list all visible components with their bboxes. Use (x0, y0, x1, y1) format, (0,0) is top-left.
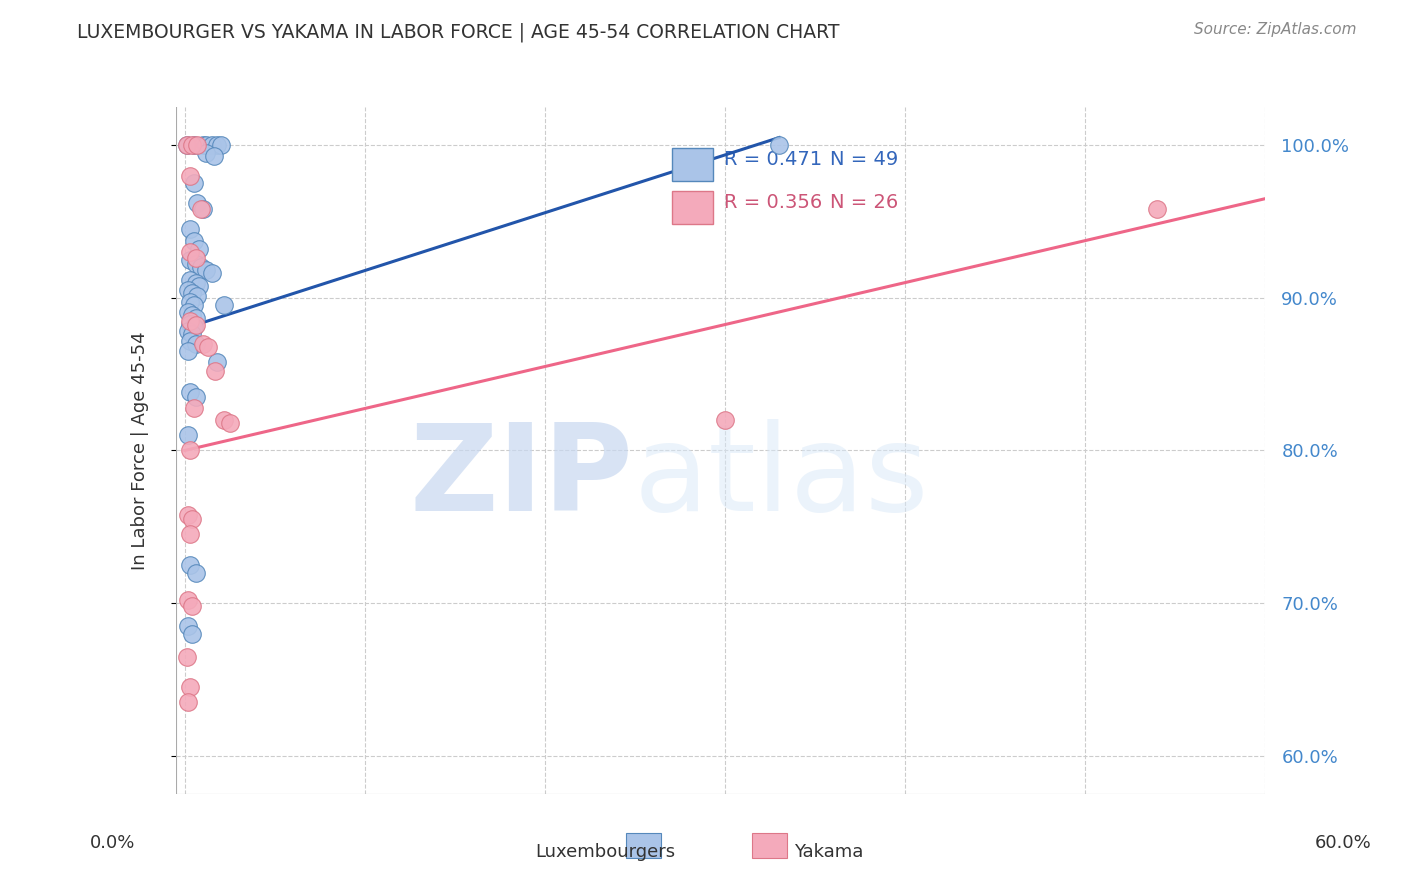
Point (181, 286, 204, 301)
Point (186, 138, 208, 153)
Point (186, 289, 208, 303)
Point (195, 145, 218, 160)
Point (179, 334, 201, 348)
Point (184, 251, 207, 265)
Point (714, 413, 737, 427)
Point (205, 355, 228, 369)
Point (184, 336, 207, 351)
Text: 60.0%: 60.0% (1315, 834, 1371, 852)
Text: Source: ZipAtlas.com: Source: ZipAtlas.com (1194, 22, 1357, 37)
Point (184, 257, 207, 271)
Point (201, 138, 224, 153)
Point (191, 336, 214, 351)
Point (179, 272, 201, 286)
Point (177, 283, 200, 297)
Point (195, 263, 218, 277)
Y-axis label: In Labor Force | Age 45-54: In Labor Force | Age 45-54 (131, 331, 149, 570)
Bar (626, 833, 661, 858)
Point (176, 138, 198, 153)
Point (218, 416, 240, 430)
Point (177, 428, 200, 442)
Point (177, 695, 200, 709)
Point (204, 364, 226, 378)
Text: LUXEMBOURGER VS YAKAMA IN LABOR FORCE | AGE 45-54 CORRELATION CHART: LUXEMBOURGER VS YAKAMA IN LABOR FORCE | … (77, 22, 839, 42)
Bar (752, 833, 787, 858)
Point (183, 319, 205, 334)
Point (190, 260, 212, 275)
Point (202, 149, 225, 163)
Point (188, 242, 211, 256)
Point (184, 276, 207, 290)
Point (179, 222, 201, 236)
Point (179, 385, 201, 400)
Point (177, 619, 200, 633)
Point (179, 169, 201, 183)
Point (197, 340, 219, 354)
Point (181, 138, 204, 153)
Point (214, 298, 236, 312)
Point (186, 196, 208, 211)
Text: R = 0.471: R = 0.471 (724, 151, 823, 169)
Text: N = 26: N = 26 (830, 193, 898, 212)
Text: atlas: atlas (633, 419, 929, 536)
Point (179, 245, 201, 260)
Text: ZIP: ZIP (409, 419, 633, 536)
Point (184, 310, 207, 325)
Point (176, 649, 198, 664)
Point (177, 593, 200, 607)
Point (183, 401, 205, 415)
Point (181, 626, 204, 640)
Point (179, 558, 201, 572)
Point (209, 138, 232, 153)
Point (181, 512, 204, 526)
Point (177, 325, 200, 339)
Point (177, 304, 200, 318)
Point (179, 443, 201, 458)
Point (177, 344, 200, 359)
Point (183, 235, 205, 249)
Point (184, 566, 207, 580)
Point (205, 138, 228, 153)
Point (201, 267, 224, 281)
Point (184, 318, 207, 333)
Text: Luxembourgers: Luxembourgers (534, 843, 675, 861)
Point (183, 177, 205, 191)
Point (768, 138, 790, 153)
Point (179, 680, 201, 694)
Point (1146, 202, 1168, 217)
Point (191, 138, 214, 153)
Text: Yakama: Yakama (794, 843, 863, 861)
Point (179, 314, 201, 328)
Point (179, 317, 201, 331)
Point (214, 413, 236, 427)
Point (184, 390, 207, 404)
FancyBboxPatch shape (672, 147, 713, 180)
Point (191, 202, 214, 217)
Point (195, 138, 218, 153)
Point (190, 202, 212, 217)
Text: R = 0.356: R = 0.356 (724, 193, 823, 212)
Point (183, 138, 205, 153)
Point (181, 599, 204, 614)
Point (183, 298, 205, 312)
Point (179, 252, 201, 267)
Point (188, 278, 211, 293)
Point (179, 295, 201, 310)
Point (181, 308, 204, 322)
Point (177, 508, 200, 522)
Text: 0.0%: 0.0% (90, 834, 135, 852)
Text: N = 49: N = 49 (830, 151, 898, 169)
Point (176, 138, 198, 153)
Point (179, 527, 201, 541)
FancyBboxPatch shape (672, 191, 713, 224)
Point (181, 327, 204, 342)
